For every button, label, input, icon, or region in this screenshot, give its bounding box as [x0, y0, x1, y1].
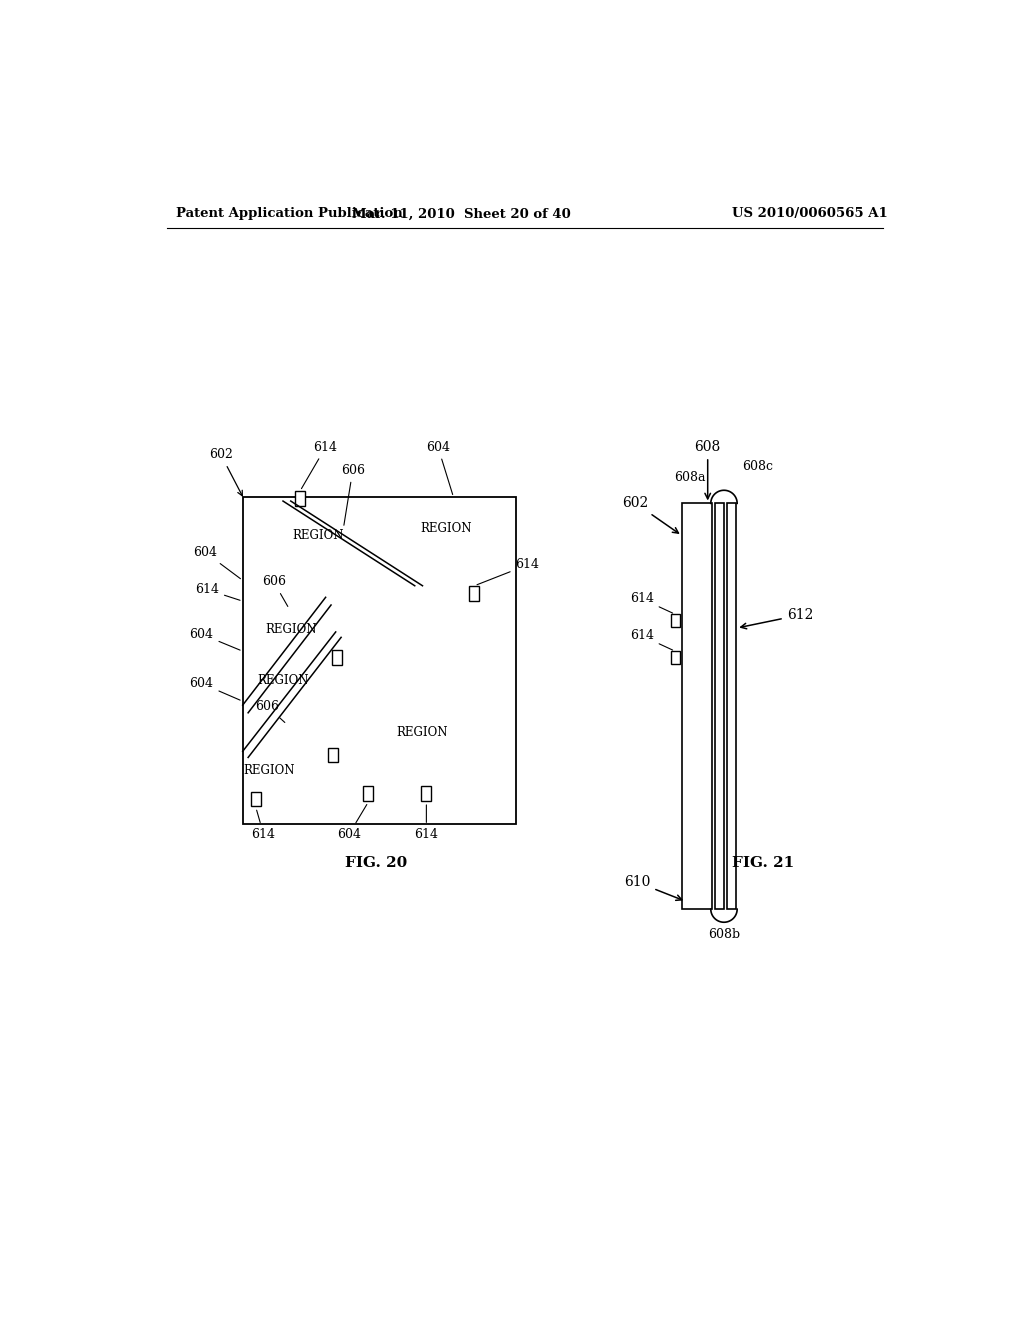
Text: REGION: REGION	[257, 675, 309, 686]
Text: 606: 606	[341, 463, 365, 525]
Text: 610: 610	[624, 875, 682, 900]
Bar	[243, 498, 515, 825]
Bar	[332, 649, 342, 665]
Text: 604: 604	[189, 677, 241, 700]
Text: 614: 614	[477, 558, 540, 585]
Text: REGION: REGION	[420, 521, 471, 535]
Bar	[671, 651, 680, 664]
Text: REGION: REGION	[244, 764, 295, 777]
Text: 604: 604	[194, 546, 241, 578]
Text: 608b: 608b	[708, 928, 740, 941]
Text: 604: 604	[189, 628, 241, 651]
Text: 614: 614	[630, 630, 673, 649]
Text: 606: 606	[256, 700, 285, 722]
Bar	[295, 491, 305, 506]
Bar	[421, 787, 431, 801]
Text: 608: 608	[694, 440, 721, 499]
Bar	[329, 748, 338, 763]
Text: 614: 614	[195, 583, 240, 601]
Bar	[364, 787, 374, 801]
Text: 608a: 608a	[674, 471, 706, 484]
Text: 612: 612	[740, 609, 813, 628]
Text: 614: 614	[252, 810, 275, 841]
Text: REGION: REGION	[396, 726, 449, 739]
Text: 614: 614	[415, 805, 438, 841]
Text: Patent Application Publication: Patent Application Publication	[176, 207, 402, 220]
Bar	[469, 586, 479, 601]
Text: 606: 606	[262, 576, 288, 606]
Text: 602: 602	[209, 449, 243, 496]
Bar	[682, 503, 712, 909]
Text: FIG. 20: FIG. 20	[345, 855, 408, 870]
Text: 614: 614	[301, 441, 338, 488]
Text: REGION: REGION	[292, 529, 344, 543]
Text: 604: 604	[426, 441, 453, 495]
Text: 604: 604	[337, 804, 367, 841]
Bar	[727, 503, 736, 909]
Text: 608c: 608c	[742, 459, 773, 473]
Text: REGION: REGION	[265, 623, 316, 636]
Text: Mar. 11, 2010  Sheet 20 of 40: Mar. 11, 2010 Sheet 20 of 40	[352, 207, 570, 220]
Text: FIG. 21: FIG. 21	[732, 855, 795, 870]
Text: 602: 602	[623, 496, 679, 533]
Bar	[715, 503, 724, 909]
Bar	[251, 792, 261, 807]
Bar	[671, 614, 680, 627]
Text: US 2010/0060565 A1: US 2010/0060565 A1	[732, 207, 888, 220]
Text: 614: 614	[630, 593, 673, 612]
